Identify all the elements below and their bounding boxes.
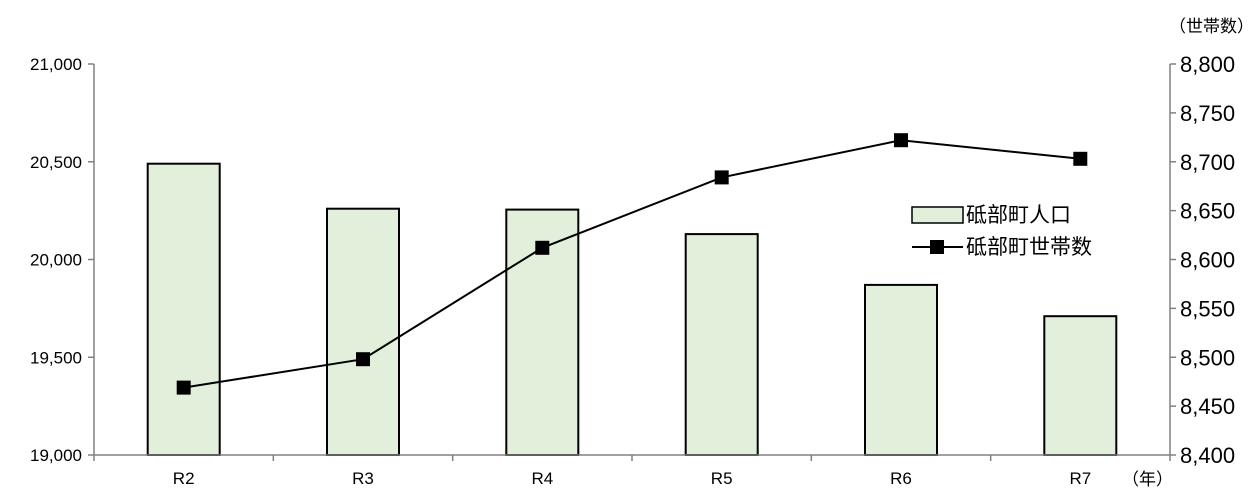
- line-layer: [176, 133, 1088, 395]
- household-marker-R4: [535, 240, 550, 255]
- household-marker-R6: [894, 133, 908, 148]
- x-tick-label: R4: [531, 469, 553, 488]
- bar-R6: [864, 283, 938, 456]
- axes-layer: [88, 63, 1176, 461]
- legend-line-marker: [930, 240, 944, 254]
- right-tick-label: 8,750: [1180, 101, 1235, 126]
- right-tick-label: 8,450: [1180, 394, 1235, 419]
- x-tick-label: R6: [890, 469, 912, 488]
- left-tick-label: 20,000: [30, 251, 82, 270]
- bar-R7: [1043, 315, 1118, 457]
- x-tick-label: R3: [352, 469, 374, 488]
- x-tick-label: R2: [173, 469, 195, 488]
- household-marker-R7: [1073, 151, 1088, 166]
- right-tick-label: 8,800: [1180, 52, 1235, 77]
- legend-bar-label: 砥部町人口: [966, 203, 1071, 227]
- right-tick-label: 8,700: [1180, 150, 1235, 175]
- left-tick-label: 20,500: [30, 153, 82, 172]
- legend: 砥部町人口 砥部町世帯数: [911, 203, 1092, 259]
- household-marker-R2: [176, 380, 191, 395]
- right-tick-label: 8,650: [1180, 199, 1235, 224]
- bar-R2: [146, 162, 221, 456]
- x-axis-unit-label: （年）: [1122, 470, 1173, 490]
- household-marker-R3: [356, 352, 370, 367]
- right-axis-unit-label: （世帯数）: [1169, 17, 1254, 37]
- left-tick-label: 19,500: [30, 348, 82, 367]
- right-tick-label: 8,500: [1180, 345, 1235, 370]
- bars-layer: [146, 162, 1118, 457]
- legend-line-label: 砥部町世帯数: [966, 235, 1092, 259]
- bar-R3: [326, 207, 400, 456]
- right-tick-label: 8,400: [1180, 443, 1235, 468]
- left-tick-label: 21,000: [30, 55, 82, 74]
- bar-R5: [684, 233, 759, 456]
- x-tick-label: R7: [1069, 469, 1091, 488]
- household-line: [183, 139, 1081, 389]
- right-tick-label: 8,600: [1180, 248, 1235, 273]
- x-tick-label: R5: [711, 469, 733, 488]
- labels-layer: 19,000 19,500 20,000 20,500 21,000 8,400 8,450…: [30, 52, 1235, 488]
- household-marker-R5: [714, 170, 729, 185]
- legend-bar-swatch: [911, 206, 964, 224]
- right-tick-label: 8,550: [1180, 296, 1235, 321]
- left-tick-label: 19,000: [30, 446, 82, 465]
